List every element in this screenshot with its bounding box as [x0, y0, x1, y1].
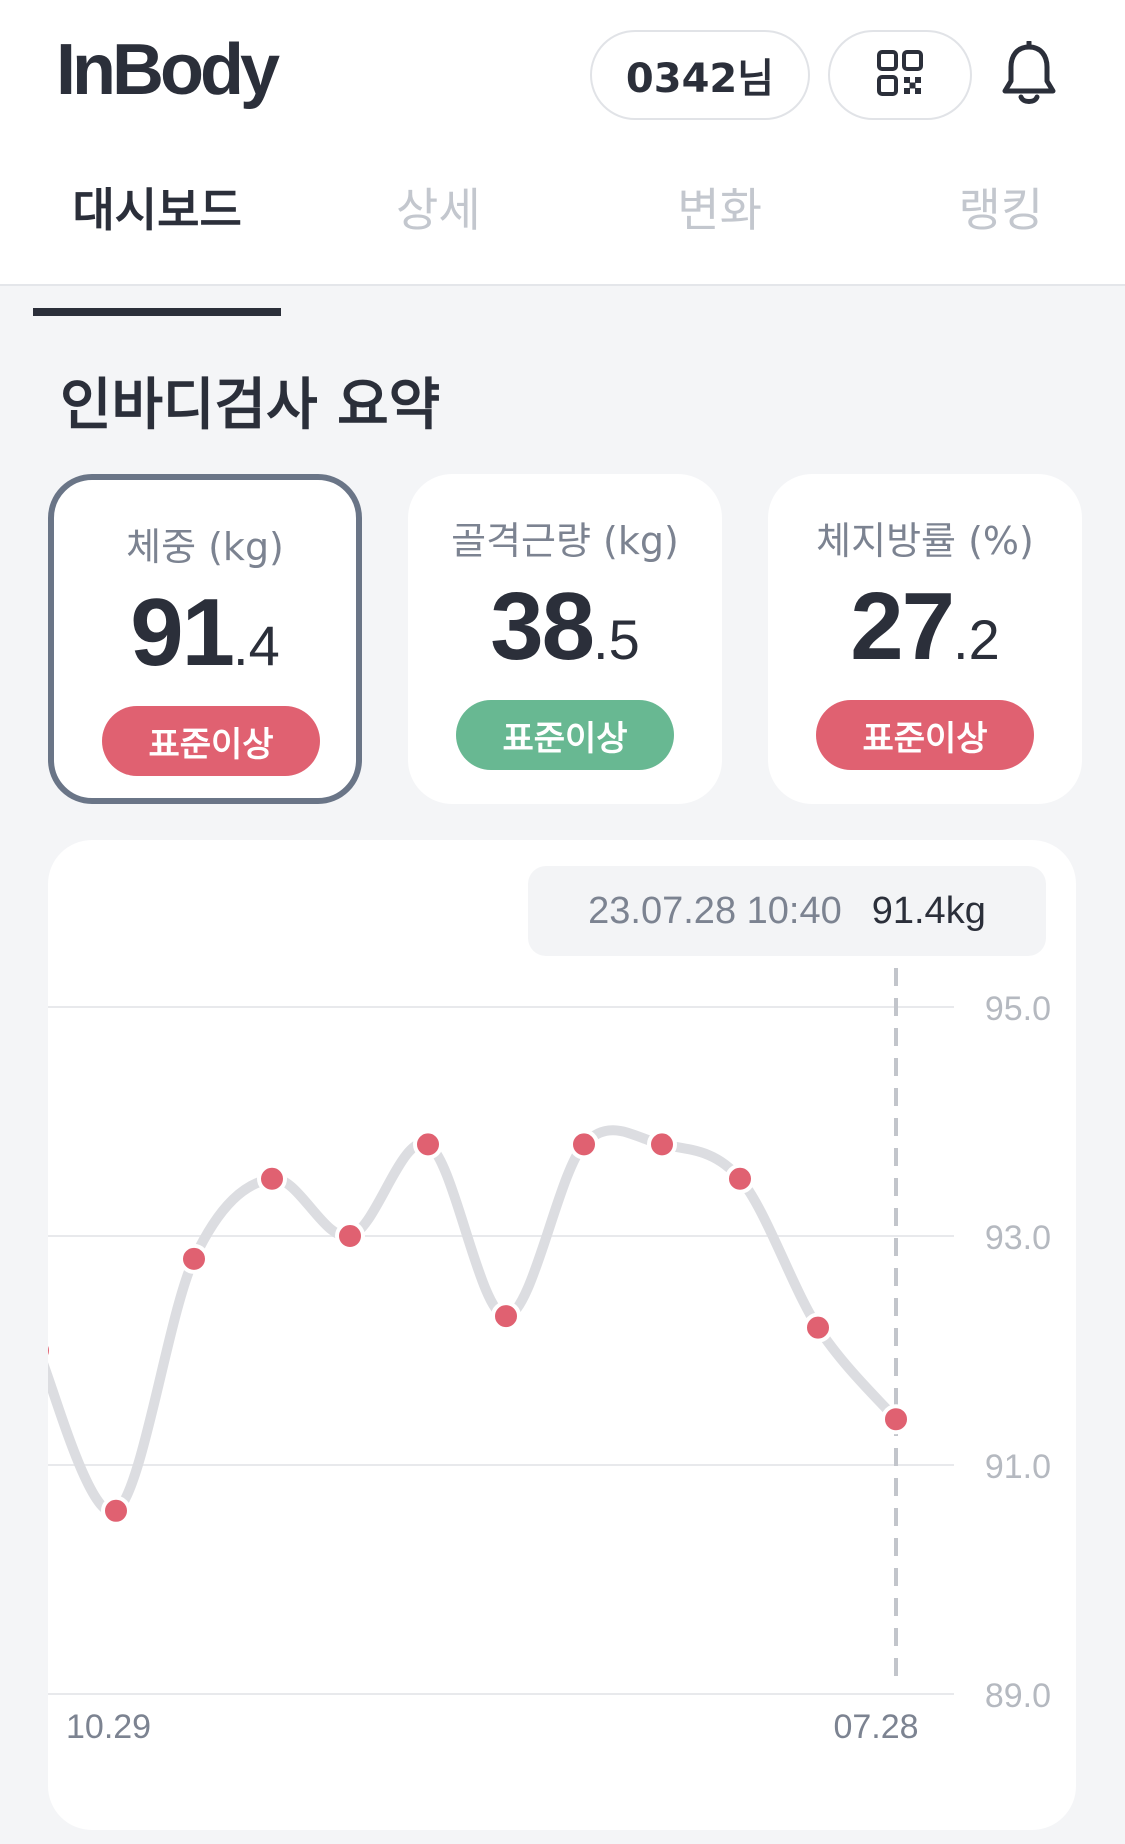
- tab-bar: 대시보드 상세 변화 랭킹: [0, 170, 1125, 316]
- status-badge: 표준이상: [102, 706, 320, 776]
- weight-line-chart[interactable]: 95.0 93.0 91.0 89.0 10.29 07.28: [48, 840, 1076, 1830]
- data-point: [179, 1243, 209, 1274]
- status-badge: 표준이상: [816, 700, 1034, 770]
- tab-ranking[interactable]: 랭킹: [958, 183, 1044, 237]
- tooltip-value: 91.4kg: [871, 889, 986, 932]
- y-tick-label: 95.0: [985, 990, 1051, 1028]
- weight-chart-card: 95.0 93.0 91.0 89.0 10.29 07.28 23.07.28 10:4…: [48, 840, 1076, 1830]
- value-integer: 91: [130, 579, 235, 686]
- series-line: [48, 1125, 901, 1517]
- data-point: [881, 1404, 911, 1435]
- card-label: 골격근량 (kg): [451, 519, 679, 563]
- value-decimal: .4: [233, 614, 280, 677]
- section-title: 인바디검사 요약: [60, 373, 441, 438]
- card-value: 38.5: [408, 572, 722, 682]
- tab-dashboard[interactable]: 대시보드: [33, 170, 282, 316]
- data-point: [725, 1163, 755, 1194]
- y-tick-label: 89.0: [985, 1677, 1051, 1715]
- value-decimal: .2: [953, 608, 1000, 671]
- app-header: InBody 0342님 대시보드: [0, 0, 1125, 316]
- tab-detail[interactable]: 상세: [396, 183, 481, 237]
- status-badge: 표준이상: [456, 700, 674, 770]
- x-label-end: 07.28: [833, 1708, 918, 1746]
- data-point: [101, 1495, 131, 1526]
- user-button[interactable]: 0342님: [590, 30, 810, 120]
- data-point: [48, 1339, 53, 1362]
- value-integer: 27: [850, 573, 955, 680]
- card-value: 27.2: [768, 572, 1082, 682]
- card-body-fat[interactable]: 체지방률 (%) 27.2 표준이상: [768, 474, 1082, 804]
- value-integer: 38: [490, 573, 595, 680]
- data-point: [647, 1129, 677, 1160]
- value-decimal: .5: [593, 608, 640, 671]
- card-label: 체중 (kg): [126, 525, 284, 569]
- tab-change[interactable]: 변화: [677, 183, 762, 237]
- data-point: [257, 1163, 287, 1194]
- card-label: 체지방률 (%): [816, 519, 1034, 563]
- bell-icon: [999, 39, 1059, 111]
- data-point: [413, 1129, 443, 1160]
- card-value: 91.4: [54, 578, 356, 688]
- x-label-start: 10.29: [66, 1708, 151, 1746]
- data-point: [803, 1312, 833, 1343]
- card-skeletal-muscle[interactable]: 골격근량 (kg) 38.5 표준이상: [408, 474, 722, 804]
- data-point: [491, 1301, 521, 1332]
- notifications-button[interactable]: [992, 36, 1066, 116]
- user-label: 0342님: [625, 56, 775, 102]
- card-weight[interactable]: 체중 (kg) 91.4 표준이상: [48, 474, 362, 804]
- y-tick-label: 91.0: [985, 1448, 1051, 1486]
- tooltip-date: 23.07.28 10:40: [588, 889, 842, 932]
- inbody-logo: InBody: [56, 30, 280, 110]
- qr-code-icon: [876, 49, 924, 101]
- qr-button[interactable]: [828, 30, 972, 120]
- y-tick-label: 93.0: [985, 1219, 1051, 1257]
- chart-tooltip: 23.07.28 10:40 91.4kg: [528, 866, 1046, 956]
- data-point: [569, 1129, 599, 1160]
- data-point: [335, 1221, 365, 1251]
